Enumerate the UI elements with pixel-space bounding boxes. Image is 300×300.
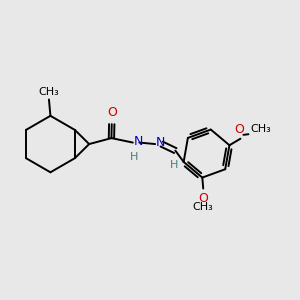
- Text: O: O: [107, 106, 117, 119]
- Text: H: H: [130, 152, 138, 162]
- Text: O: O: [198, 191, 208, 205]
- Text: CH₃: CH₃: [193, 202, 214, 212]
- Text: N: N: [134, 135, 143, 148]
- Text: N: N: [156, 136, 165, 149]
- Text: O: O: [235, 123, 244, 136]
- Text: CH₃: CH₃: [250, 124, 271, 134]
- Text: CH₃: CH₃: [39, 87, 59, 97]
- Text: H: H: [170, 160, 178, 170]
